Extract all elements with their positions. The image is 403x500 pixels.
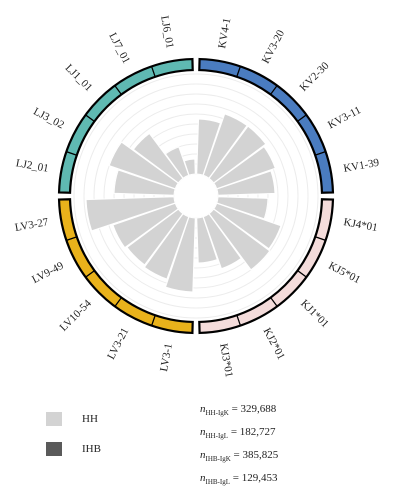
legend-swatch-ihb (46, 442, 62, 456)
segment-label: LJ1_01 (63, 62, 95, 94)
segment-label: LJ3_02 (31, 105, 66, 131)
grid-circle (173, 173, 219, 219)
grid-circle (103, 103, 289, 289)
segment-labels: KV4-1 KV3-20 KV2-30 KV3-11 KV1-39 KJ4*01 KJ5*0… (14, 15, 381, 379)
sample-counts: nHH-IgK = 329,688 nHH-IgL = 182,727 nIHB… (200, 403, 400, 495)
segment-label: LV10-54 (58, 297, 95, 334)
grid-circle (73, 73, 319, 319)
segment-label: KV3-20 (260, 28, 288, 66)
hh-bar (85, 196, 176, 232)
legend-item-hh: HH (46, 404, 186, 434)
hh-bar (183, 158, 196, 176)
segment-label: KJ2*01 (261, 326, 287, 362)
grid-circles (73, 73, 319, 319)
grid-circle (163, 163, 229, 229)
stat-ihb-igl: nIHB-IgL = 129,453 (200, 472, 278, 487)
grid-circle (113, 113, 279, 279)
segment-label: LV3-27 (14, 216, 50, 234)
legend-item-ihb: IHB (46, 434, 186, 464)
ring-group-outline (57, 57, 194, 194)
grid-circle (153, 153, 239, 239)
legend: HH IHB (46, 404, 186, 464)
segment-label: LV9-49 (30, 260, 66, 287)
segment-label: KV4-1 (216, 17, 233, 49)
ring-group-outline (198, 57, 335, 194)
segment-label: KV2-30 (297, 60, 331, 94)
circos-plot: KV4-1 KV3-20 KV2-30 KV3-11 KV1-39 KJ4*01 KJ5*0… (14, 15, 381, 379)
segment-label: LJ2_01 (15, 157, 50, 175)
grid-circle (143, 143, 249, 249)
segment-label: LJ7_01 (106, 31, 132, 66)
legend-swatch-hh (46, 412, 62, 426)
grid-circle (93, 93, 299, 299)
stat-hh-igk: nHH-IgK = 329,688 (200, 403, 277, 418)
hh-bar (196, 216, 218, 264)
segment-label: LV3-1 (158, 342, 175, 372)
legend-label-hh: HH (82, 413, 98, 425)
segment-label: KV1-39 (342, 157, 380, 175)
hh-bars (85, 113, 282, 293)
segment-label: LJ6_01 (158, 15, 176, 50)
segment-label: KJ1*01 (298, 297, 331, 330)
outer-ring (57, 57, 335, 335)
segment-label: KJ5*01 (326, 260, 362, 286)
hh-bar (216, 170, 276, 196)
grid-circle (133, 133, 259, 259)
segment-label: KV3-11 (326, 104, 363, 131)
stat-hh-igl: nHH-IgL = 182,727 (200, 426, 276, 441)
grid-circle (83, 83, 309, 309)
legend-label-ihb: IHB (82, 443, 101, 455)
grid-circle (123, 123, 269, 269)
segment-label: LV3-21 (105, 326, 131, 362)
ring-group-outline (198, 198, 335, 335)
stat-ihb-igk: nIHB-IgK = 385,825 (200, 449, 279, 464)
segment-label: KJ3*01 (217, 342, 235, 378)
ring-group-outline (57, 198, 194, 335)
segment-label: KJ4*01 (343, 216, 379, 234)
